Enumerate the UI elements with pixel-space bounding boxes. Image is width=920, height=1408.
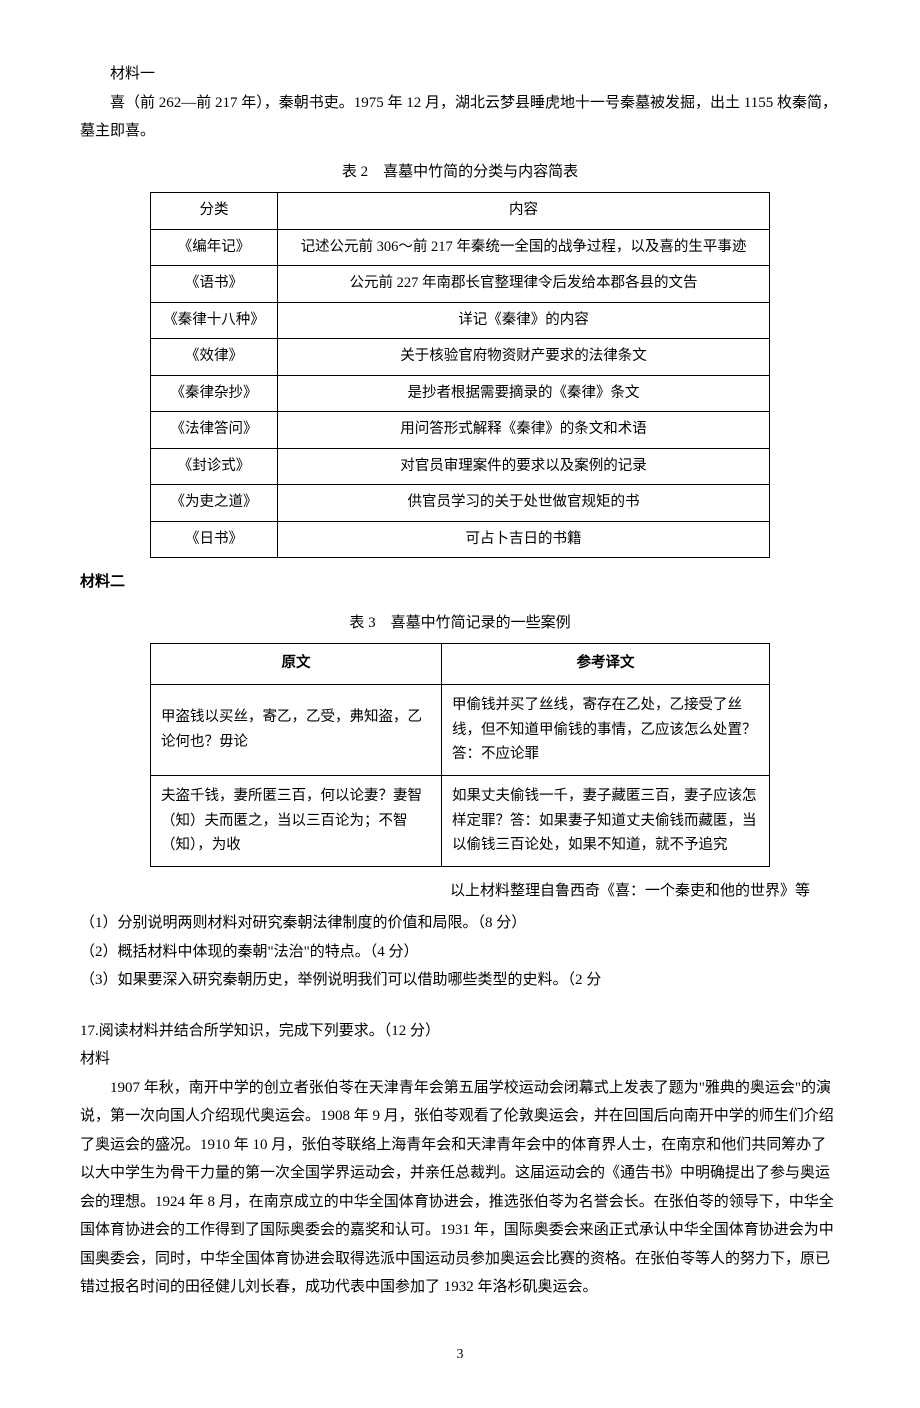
q17-title: 17.阅读材料并结合所学知识，完成下列要求。（12 分） — [80, 1017, 840, 1046]
table-row: 《秦律杂抄》是抄者根据需要摘录的《秦律》条文 — [151, 375, 770, 412]
material1-text: 喜（前 262—前 217 年），秦朝书吏。1975 年 12 月，湖北云梦县睡… — [80, 89, 840, 146]
table3-h1: 参考译文 — [442, 644, 770, 685]
table-row: 《秦律十八种》详记《秦律》的内容 — [151, 302, 770, 339]
table-row: 《日书》可占卜吉日的书籍 — [151, 521, 770, 558]
page-number: 3 — [80, 1342, 840, 1369]
table3: 原文 参考译文 甲盗钱以买丝，寄乙，乙受，弗知盗，乙论何也？毋论 甲偷钱并买了丝… — [150, 643, 770, 866]
table-row: 《法律答问》用问答形式解释《秦律》的条文和术语 — [151, 412, 770, 449]
table2-h1: 内容 — [278, 193, 770, 230]
source-line: 以上材料整理自鲁西奇《喜：一个秦吏和他的世界》等 — [80, 877, 840, 906]
question-1: （1）分别说明两则材料对研究秦朝法律制度的价值和局限。（8 分） — [80, 909, 840, 938]
table-row: 《封诊式》对官员审理案件的要求以及案例的记录 — [151, 448, 770, 485]
table-row: 《编年记》记述公元前 306～前 217 年秦统一全国的战争过程，以及喜的生平事… — [151, 229, 770, 266]
table2: 分类 内容 《编年记》记述公元前 306～前 217 年秦统一全国的战争过程，以… — [150, 192, 770, 558]
table-row: 夫盗千钱，妻所匿三百，何以论妻？妻智（知）夫而匿之，当以三百论为；不智（知），为… — [151, 775, 770, 866]
table-row: 《为吏之道》供官员学习的关于处世做官规矩的书 — [151, 485, 770, 522]
q17-body: 1907 年秋，南开中学的创立者张伯苓在天津青年会第五届学校运动会闭幕式上发表了… — [80, 1074, 840, 1302]
question-2: （2）概括材料中体现的秦朝"法治"的特点。（4 分） — [80, 938, 840, 967]
material1-label: 材料一 — [80, 60, 840, 89]
table-row: 《效律》关于核验官府物资财产要求的法律条文 — [151, 339, 770, 376]
table3-header-row: 原文 参考译文 — [151, 644, 770, 685]
table-row: 甲盗钱以买丝，寄乙，乙受，弗知盗，乙论何也？毋论 甲偷钱并买了丝线，寄存在乙处，… — [151, 685, 770, 776]
table2-h0: 分类 — [151, 193, 278, 230]
table2-caption: 表 2 喜墓中竹简的分类与内容简表 — [80, 158, 840, 187]
material2-label: 材料二 — [80, 568, 840, 597]
table2-header-row: 分类 内容 — [151, 193, 770, 230]
question-3: （3）如果要深入研究秦朝历史，举例说明我们可以借助哪些类型的史料。（2 分 — [80, 966, 840, 995]
table-row: 《语书》公元前 227 年南郡长官整理律令后发给本郡各县的文告 — [151, 266, 770, 303]
table3-caption: 表 3 喜墓中竹简记录的一些案例 — [80, 609, 840, 638]
q17-material-label: 材料 — [80, 1045, 840, 1074]
table3-h0: 原文 — [151, 644, 442, 685]
